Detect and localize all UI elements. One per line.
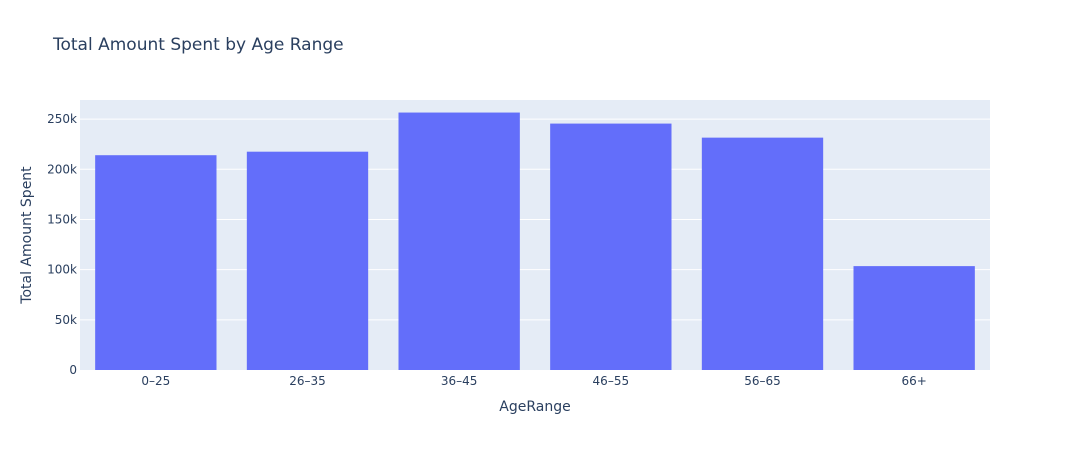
- x-tick-label: 36–45: [441, 374, 478, 388]
- chart-title: Total Amount Spent by Age Range: [52, 35, 344, 55]
- x-tick-label: 26–35: [289, 374, 326, 388]
- x-tick-label: 56–65: [744, 374, 781, 388]
- x-tick-label: 46–55: [593, 374, 630, 388]
- y-axis-title: Total Amount Spent: [19, 166, 35, 305]
- y-tick-label: 50k: [55, 313, 77, 327]
- bars: [95, 112, 975, 370]
- x-axis-title: AgeRange: [499, 399, 570, 415]
- bar[interactable]: [550, 123, 672, 370]
- x-tick-label: 66+: [902, 374, 927, 388]
- bar[interactable]: [398, 112, 520, 370]
- bar[interactable]: [95, 155, 217, 370]
- gridlines: [80, 118, 990, 321]
- y-axis-ticks: 0 50k 100k 150k 200k 250k: [47, 112, 77, 377]
- y-tick-label: 150k: [47, 212, 77, 226]
- y-tick-label: 0: [69, 363, 77, 377]
- x-axis-ticks: 0–25 26–35 36–45 46–55 56–65 66+: [141, 374, 926, 388]
- x-tick-label: 0–25: [141, 374, 170, 388]
- y-tick-label: 250k: [47, 112, 77, 126]
- plot-background: [80, 100, 990, 370]
- y-tick-label: 200k: [47, 162, 77, 176]
- bar[interactable]: [853, 266, 975, 370]
- y-tick-label: 100k: [47, 263, 77, 277]
- bar[interactable]: [246, 151, 369, 370]
- bar[interactable]: [701, 137, 824, 370]
